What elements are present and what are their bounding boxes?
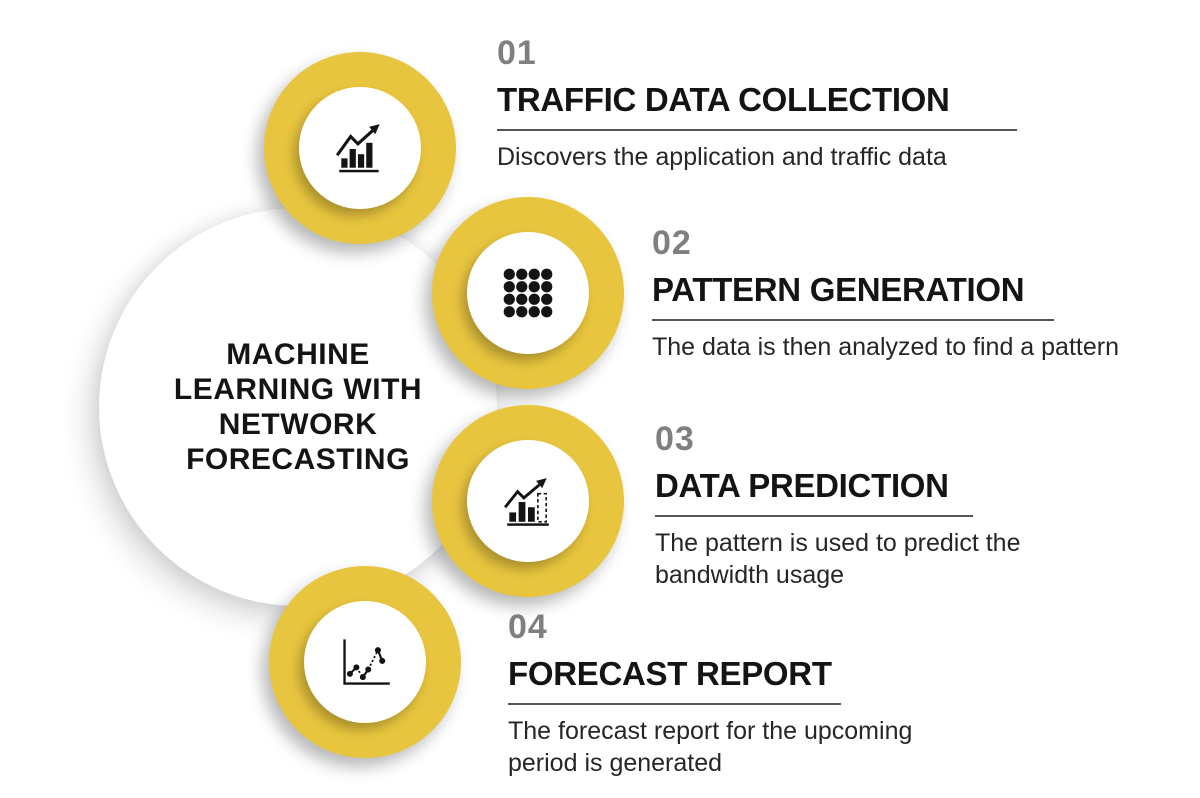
step-2-inner-circle	[467, 232, 589, 354]
step-1-inner-circle	[299, 87, 421, 209]
step-3-number: 03	[655, 420, 695, 458]
step-2-number: 02	[652, 224, 692, 262]
bar-chart-prediction-icon	[504, 478, 549, 526]
step-4-underline	[508, 703, 841, 706]
step-1-text-block: 01 TRAFFIC DATA COLLECTION Discovers the…	[497, 36, 1017, 174]
step-2-text-block: 02 PATTERN GENERATION The data is then a…	[652, 226, 1119, 364]
step-3-title: DATA PREDICTION	[655, 467, 949, 504]
step-1-number: 01	[497, 34, 537, 72]
center-circle: MACHINE LEARNING WITH NETWORK FORECASTIN…	[99, 208, 497, 606]
step-2-title: PATTERN GENERATION	[652, 271, 1025, 308]
step-2-underline	[652, 319, 1054, 322]
step-4-title: FORECAST REPORT	[508, 655, 832, 692]
step-3-underline	[655, 515, 973, 518]
step-1-title: TRAFFIC DATA COLLECTION	[497, 81, 950, 118]
line-chart-forecast-icon	[343, 639, 390, 685]
dot-grid-icon	[503, 268, 553, 318]
step-4-number: 04	[508, 608, 548, 646]
step-3-circle	[432, 405, 624, 597]
step-3-text-block: 03 DATA PREDICTION The pattern is used t…	[655, 422, 1021, 591]
step-4-text-block: 04 FORECAST REPORT The forecast report f…	[508, 610, 912, 779]
step-1-description: Discovers the application and traffic da…	[497, 143, 947, 172]
bar-chart-growth-icon	[335, 124, 380, 173]
step-4-circle	[269, 566, 461, 758]
step-2-circle	[432, 197, 624, 389]
step-4-description: The forecast report for the upcoming per…	[508, 717, 913, 777]
step-1-circle	[264, 52, 456, 244]
step-2-description: The data is then analyzed to find a patt…	[652, 333, 1119, 362]
step-4-inner-circle	[304, 601, 426, 723]
step-1-underline	[497, 129, 1017, 132]
step-3-description: The pattern is used to predict the bandw…	[655, 529, 1021, 589]
step-3-inner-circle	[467, 440, 589, 562]
infographic-title: MACHINE LEARNING WITH NETWORK FORECASTIN…	[173, 337, 423, 477]
